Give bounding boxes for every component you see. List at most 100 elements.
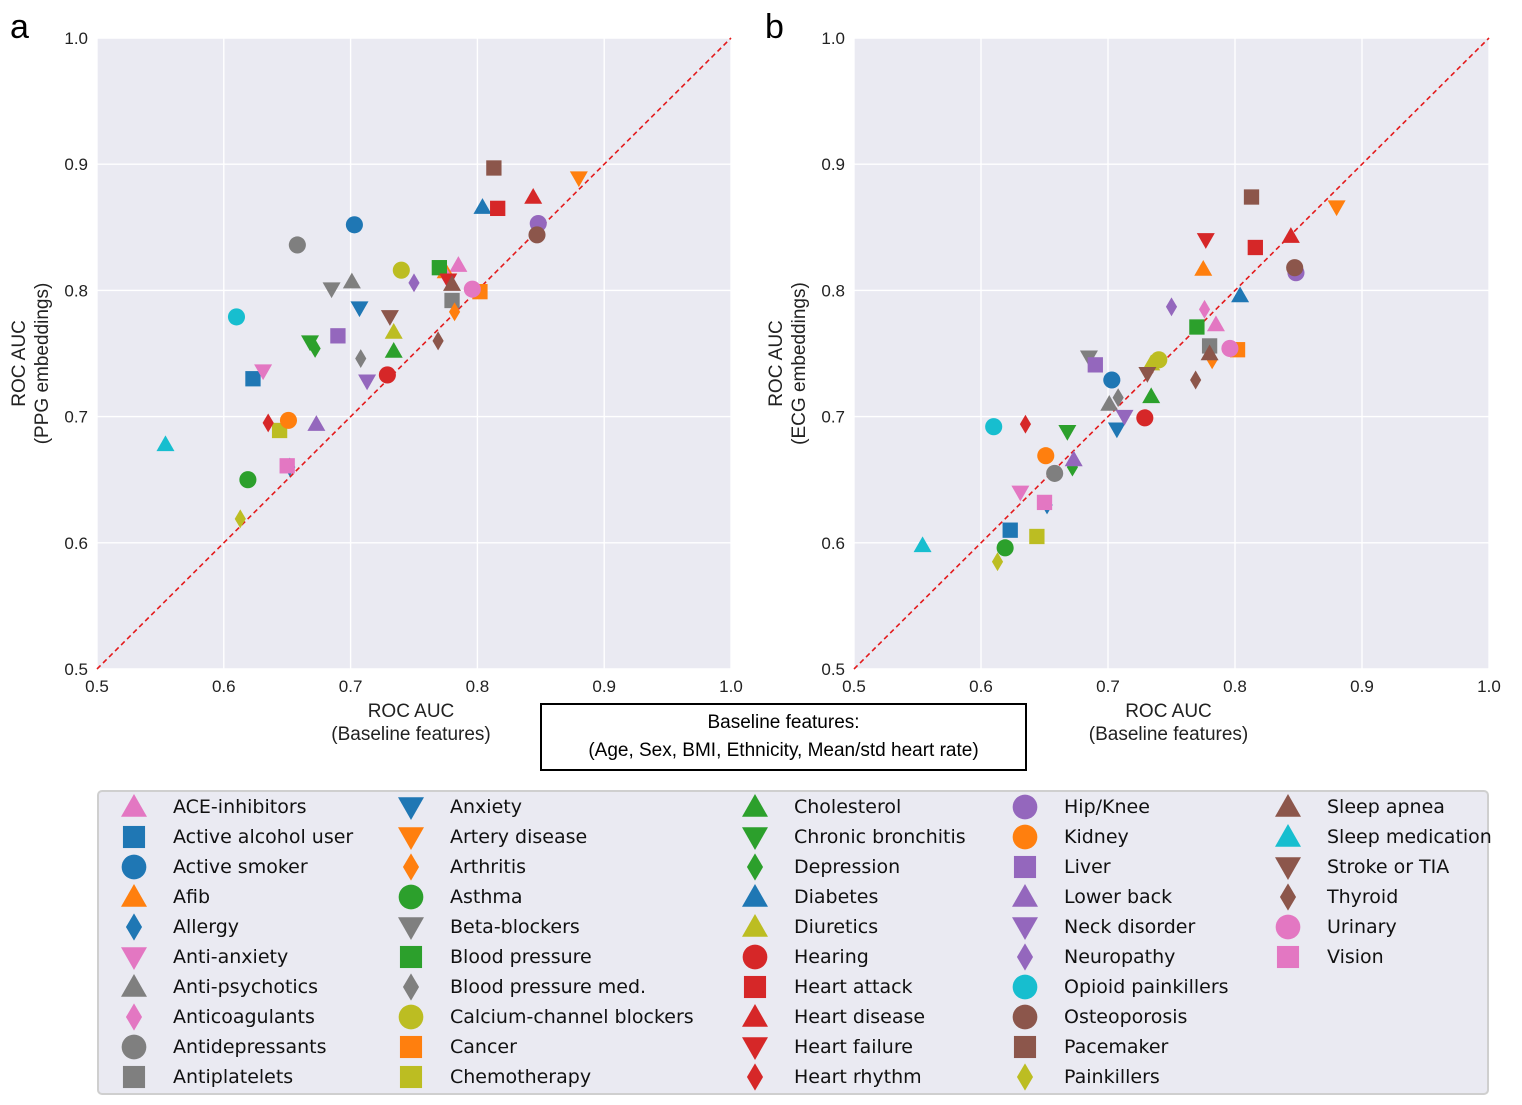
legend-item-hearing: Hearing: [730, 942, 869, 972]
legend-marker-anti-psychotics: [121, 974, 147, 997]
legend-marker-allergy: [125, 913, 143, 941]
legend-marker-heart-disease: [742, 1004, 768, 1027]
legend-marker-painkillers: [1016, 1063, 1034, 1091]
point-urinary: [463, 280, 481, 298]
point-diabetes: [473, 198, 492, 214]
identity-line: [96, 37, 732, 670]
legend-marker-antidepressants: [121, 1034, 147, 1060]
legend-marker-arthritis: [402, 853, 420, 881]
legend-item-cancer: Cancer: [386, 1032, 517, 1062]
legend-label: Antiplatelets: [173, 1066, 294, 1088]
point-antidepressants: [1046, 464, 1064, 482]
legend-item-opioid-painkillers: Opioid painkillers: [1000, 972, 1229, 1002]
baseline-text: (Age, Sex, BMI, Ethnicity, Mean/std hear…: [588, 740, 979, 761]
legend-marker-afib: [121, 884, 147, 907]
legend-item-painkillers: Painkillers: [1000, 1062, 1160, 1092]
legend-marker-neck-disorder: [1012, 917, 1038, 940]
x-tick-label: 0.9: [1350, 677, 1374, 696]
panel-a: 0.5 0.6 0.7 0.8 0.9 1.0 0.5 0.6 0.7 0.8 0.9 1.0 a ROC…: [9, 8, 743, 745]
legend-item-asthma: Asthma: [386, 882, 523, 912]
legend-marker-liver: [1013, 855, 1037, 879]
legend-marker-cholesterol: [742, 794, 768, 817]
legend-label: Diabetes: [794, 886, 879, 908]
point-lower-back: [1064, 450, 1083, 467]
point-active-alcohol-user: [1002, 522, 1018, 538]
legend-marker-lower-back: [1012, 884, 1038, 907]
baseline-title: Baseline features:: [707, 712, 860, 733]
legend-item-cholesterol: Cholesterol: [730, 792, 901, 822]
point-cholesterol: [384, 341, 403, 358]
legend-item-blood-pressure-med: Blood pressure med.: [386, 972, 646, 1002]
legend-label: ACE-inhibitors: [173, 796, 307, 818]
legend-label: Pacemaker: [1064, 1036, 1169, 1058]
legend-item-beta-blockers: Beta-blockers: [386, 912, 580, 942]
legend-item-hip-knee: Hip/Knee: [1000, 792, 1150, 822]
legend-item-blood-pressure: Blood pressure: [386, 942, 592, 972]
legend-marker-vision: [1276, 945, 1300, 969]
legend-marker-calcium-channel-blockers: [398, 1004, 424, 1030]
legend-item-anxiety: Anxiety: [386, 792, 522, 822]
y-tick-label: 0.7: [821, 408, 845, 427]
x-tick-label: 1.0: [1477, 677, 1501, 696]
legend-label: Allergy: [173, 916, 240, 938]
point-stroke-or-tia: [380, 310, 399, 326]
point-liver: [330, 328, 346, 344]
point-opioid-painkillers: [227, 308, 246, 326]
legend-label: Neck disorder: [1064, 916, 1196, 938]
point-kidney: [1037, 447, 1055, 465]
legend-item-sleep-apnea: Sleep apnea: [1263, 792, 1445, 822]
legend-label: Hearing: [794, 946, 869, 968]
panel-b: 0.5 0.6 0.7 0.8 0.9 1.0 0.5 0.6 0.7 0.8 0.9 1.0 b ROC…: [765, 8, 1501, 745]
legend-label: Artery disease: [450, 826, 588, 848]
point-sleep-apnea: [443, 275, 462, 291]
point-calcium-channel-blockers: [392, 261, 410, 279]
legend-label: Blood pressure med.: [450, 976, 647, 998]
legend-marker-ace-inhibitors: [121, 794, 147, 817]
legend-marker-heart-rhythm: [746, 1063, 764, 1091]
y-tick-label: 0.9: [64, 155, 88, 174]
point-vision: [279, 458, 295, 474]
point-heart-disease: [1281, 227, 1300, 243]
legend-marker-depression: [746, 853, 764, 881]
x-tick-label: 0.6: [212, 677, 236, 696]
point-hearing: [1136, 409, 1154, 427]
legend-marker-chronic-bronchitis: [742, 827, 768, 850]
point-anti-psychotics: [342, 272, 361, 289]
legend-item-stroke-or-tia: Stroke or TIA: [1263, 852, 1449, 882]
point-blood-pressure: [431, 260, 448, 276]
legend-label: Arthritis: [450, 856, 527, 878]
y-tick-label: 0.9: [821, 155, 845, 174]
point-active-smoker: [345, 216, 363, 234]
legend-marker-osteoporosis: [1012, 1004, 1038, 1030]
x-tick-label: 1.0: [719, 677, 743, 696]
legend-marker-anti-anxiety: [121, 947, 147, 970]
point-pacemaker: [1243, 189, 1260, 205]
legend-item-allergy: Allergy: [109, 912, 239, 942]
x-tick-label: 0.8: [1223, 677, 1247, 696]
legend-label: Calcium-channel blockers: [450, 1006, 694, 1028]
x-tick-label: 0.6: [969, 677, 993, 696]
y-tick-label: 0.6: [821, 534, 845, 553]
point-liver: [1087, 357, 1103, 373]
legend-label: Chronic bronchitis: [794, 826, 966, 848]
point-beta-blockers: [322, 282, 341, 299]
y-tick-label: 0.8: [821, 281, 845, 300]
legend-item-antiplatelets: Antiplatelets: [109, 1062, 293, 1092]
legend-label: Anticoagulants: [173, 1006, 315, 1028]
y-tick-label: 1.0: [821, 29, 845, 48]
legend-item-heart-failure: Heart failure: [730, 1032, 913, 1062]
legend-marker-blood-pressure-med: [402, 973, 420, 1001]
point-vision: [1036, 494, 1053, 511]
legend-label: Painkillers: [1064, 1066, 1160, 1088]
point-active-smoker: [1103, 371, 1121, 389]
legend-marker-cancer: [399, 1035, 423, 1059]
legend-label: Sleep apnea: [1327, 796, 1445, 818]
legend-item-vision: Vision: [1263, 942, 1384, 972]
point-artery-disease: [569, 171, 588, 188]
point-antidepressants: [288, 236, 306, 254]
point-anti-anxiety: [1011, 485, 1030, 502]
legend-label: Osteoporosis: [1064, 1006, 1188, 1028]
legend-label: Urinary: [1327, 916, 1397, 938]
legend-item-active-alcohol-user: Active alcohol user: [109, 822, 353, 852]
point-antiplatelets: [444, 292, 460, 309]
